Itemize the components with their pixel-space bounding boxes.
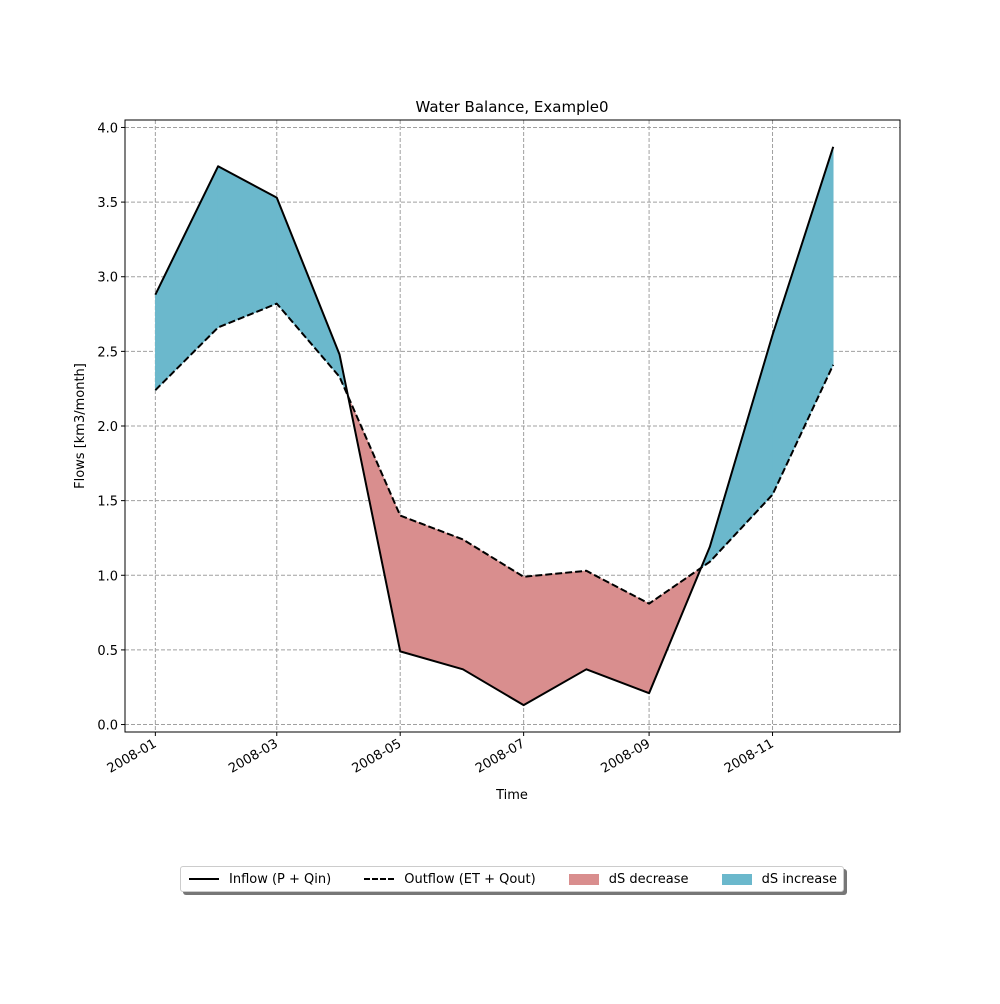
ds-decrease-area [462,538,524,706]
legend-inflow-label: Inflow (P + Qin) [229,871,332,887]
legend-item-inflow: Inflow (P + Qin) [189,872,331,887]
outflow-line [154,302,835,605]
x-axis-label: Time [495,788,528,803]
ds-decrease-area [399,515,464,670]
legend-ds-decrease-label: dS decrease [608,871,689,887]
y-tick-label: 4.0 [97,121,118,136]
chart-title: Water Balance, Example0 [415,98,608,116]
ds-increase-area [276,197,340,378]
legend-item-outflow: Outflow (ET + Qout) [364,871,536,887]
y-tick-label: 0.0 [97,719,118,734]
ds-increase-area [155,166,219,391]
line-layer [154,146,835,707]
legend: Inflow (P + Qin) Outflow (ET + Qout) dS … [180,866,844,892]
legend-outflow-dashed-line [364,878,395,880]
legend-outflow-label: Outflow (ET + Qout) [404,871,536,887]
x-tick-label: 2008-01 [105,736,160,776]
y-tick-label: 3.0 [97,271,118,286]
ds-increase-area [772,146,834,495]
legend-inflow-solid-line [189,878,219,880]
x-tick-label: 2008-11 [722,736,777,776]
legend-ds-decrease-patch [568,873,599,885]
legend-item-ds-decrease: dS decrease [568,871,689,887]
legend-item-ds-increase: dS increase [721,871,837,887]
inflow-line [154,146,835,707]
x-tick-label: 2008-05 [350,736,405,776]
y-tick-label: 2.0 [97,420,118,435]
ds-increase-area [217,165,278,328]
y-tick-label: 2.5 [97,345,118,360]
x-tick-label: 2008-07 [473,736,528,776]
y-tick-label: 1.5 [97,495,118,510]
y-axis-label: Flows [km3/month] [73,363,88,489]
ds-decrease-area [586,570,650,694]
y-tick-label: 1.0 [97,569,118,584]
y-tick-label: 3.5 [97,196,118,211]
ds-decrease-area [523,570,587,706]
y-tick-label: 0.5 [97,644,118,659]
x-tick-label: 2008-03 [226,736,281,776]
legend-ds-increase-patch [721,873,752,885]
legend-ds-increase-label: dS increase [761,871,837,887]
fill-layer [155,146,834,706]
x-tick-label: 2008-09 [599,736,654,776]
